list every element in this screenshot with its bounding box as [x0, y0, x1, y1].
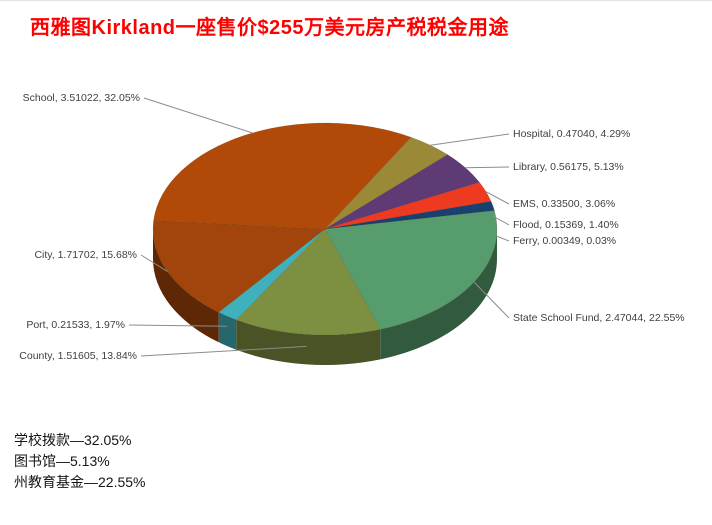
- label-leader-line-library: [465, 166, 510, 169]
- label-leader-line-ems: [485, 191, 510, 205]
- pie-slice-city: [152, 220, 326, 313]
- pie-slice-port: [218, 228, 326, 321]
- pie-slice-state-school-fund: [324, 210, 498, 330]
- pie-slice-flood: [324, 201, 495, 230]
- label-leader-line-state-school-fund: [473, 281, 510, 319]
- pie-slice-county: [235, 228, 381, 336]
- label-leader-line-ferry: [495, 235, 510, 242]
- summary-line-school: 学校拨款—32.05%: [14, 432, 132, 448]
- pie-slice-school: [153, 122, 412, 230]
- summary-line-library: 图书馆—5.13%: [14, 453, 110, 469]
- label-leader-line-flood: [492, 215, 510, 226]
- pie-slice-side-county: [236, 319, 381, 366]
- pie-slice-side-city: [153, 229, 219, 343]
- label-leader-line-school: [143, 97, 253, 134]
- label-leader-line-county: [140, 345, 307, 357]
- label-leader-line-city: [140, 254, 168, 272]
- pie-slice-side-port: [218, 312, 237, 350]
- pie-slice-ferry: [324, 210, 495, 230]
- label-leader-line-port: [128, 324, 228, 327]
- summary-line-state-school-fund: 州教育基金—22.55%: [14, 474, 146, 490]
- label-leader-line-hospital: [430, 133, 510, 146]
- page-title: 西雅图Kirkland一座售价$255万美元房产税税金用途: [30, 17, 510, 39]
- summary-block: 学校拨款—32.05% 图书馆—5.13% 州教育基金—22.55%: [14, 430, 145, 493]
- pie-slice-side-state-school-fund: [380, 229, 497, 360]
